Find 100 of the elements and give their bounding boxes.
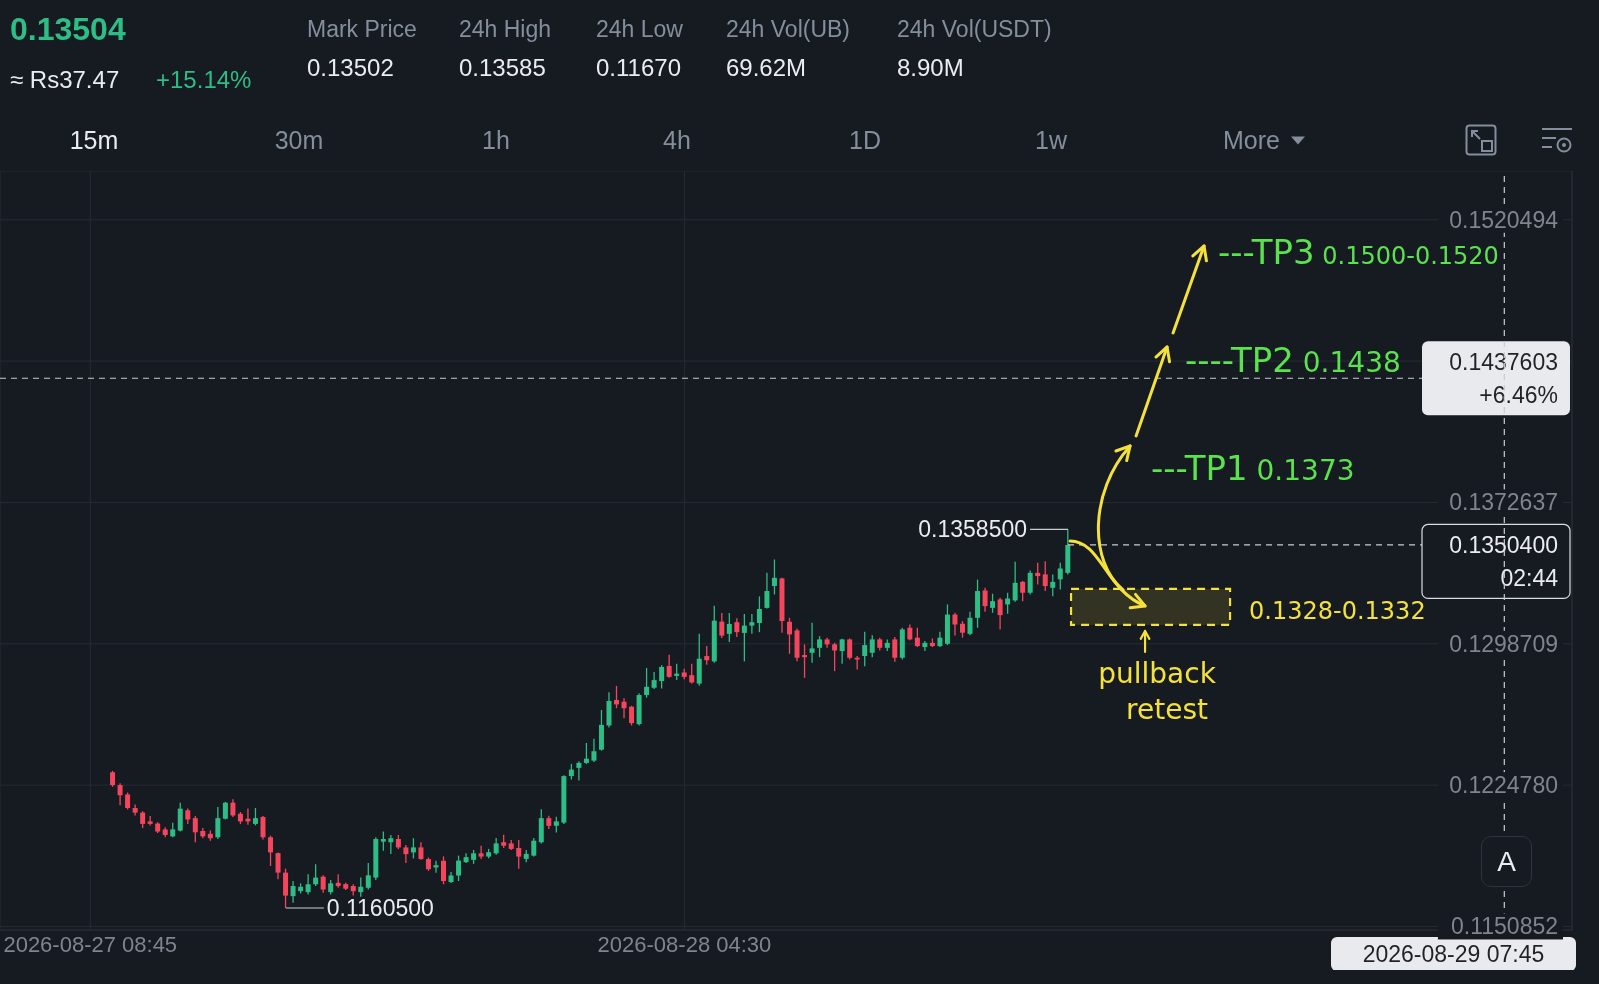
candlestick [268, 834, 274, 867]
text: 8.90M [897, 54, 964, 81]
candlestick [817, 635, 823, 658]
candlestick [787, 617, 792, 655]
candlestick [756, 595, 762, 633]
y-tick-label: 0.1372637 [1449, 489, 1558, 516]
x-tick-label: 2026-08-27 08:45 [3, 931, 178, 957]
text: 4h [663, 125, 691, 154]
candlestick [433, 860, 439, 874]
letter-button: A [1481, 836, 1532, 887]
text: 1h [482, 125, 510, 154]
text: 0.11670 [596, 54, 681, 81]
candlestick [771, 558, 777, 596]
candlestick [576, 760, 582, 782]
candlestick [659, 664, 665, 690]
text: 69.62M [726, 54, 807, 81]
text: More [1223, 125, 1280, 154]
candlestick [365, 862, 371, 891]
text: 24h Low [596, 15, 683, 42]
candlestick [305, 873, 311, 896]
text: 0.13504 [10, 11, 126, 47]
y-tick-label: 0.1224780 [1449, 772, 1558, 799]
candlestick [591, 738, 597, 763]
annotation: A [1497, 845, 1516, 877]
text: Mark Price [307, 15, 417, 42]
candlestick [313, 863, 319, 887]
time-tag: 2026-08-29 07:45 [1331, 937, 1576, 970]
text: 1w [1035, 125, 1067, 154]
candlestick [990, 593, 996, 614]
candlestick [614, 685, 620, 709]
candlestick [478, 845, 484, 860]
x-tick-label: 2026-08-28 04:30 [597, 931, 772, 957]
y-tick-label: 0.1150852 [1450, 913, 1558, 940]
candlestick [215, 806, 221, 840]
candlestick [1027, 569, 1033, 596]
candlestick [726, 612, 732, 643]
annotation: ---TP1 0.1373 [1151, 448, 1355, 489]
candlestick [410, 837, 416, 860]
candlestick [952, 612, 958, 637]
annotation: ---TP3 0.1500-0.1520 [1218, 232, 1499, 273]
candlestick [666, 654, 672, 679]
candlestick [1057, 562, 1063, 591]
text: 0.13585 [459, 54, 546, 81]
candlestick [741, 613, 747, 663]
candlestick [260, 815, 266, 841]
candlestick [802, 643, 808, 679]
candlestick [704, 645, 710, 666]
candlestick [967, 611, 973, 636]
candlestick [764, 572, 770, 610]
candlestick [516, 839, 522, 870]
candlestick [997, 597, 1003, 631]
ref-line-label: 0.1350400 02:44 [1449, 531, 1559, 591]
candlestick [583, 742, 589, 765]
candlestick [719, 612, 725, 639]
text: 24h High [459, 15, 552, 42]
y-tick-label: 0.1298709 [1449, 630, 1558, 657]
candlestick [839, 638, 845, 665]
candlestick [290, 880, 296, 904]
text: 30m [274, 125, 324, 154]
annotation: pullback retest [1098, 657, 1217, 727]
candlestick [388, 834, 394, 855]
candlestick [192, 815, 198, 843]
ref-line-label: 2026-08-29 07:45 [1362, 941, 1545, 967]
candlestick [749, 613, 755, 635]
candlestick [982, 587, 988, 613]
candlestick [809, 622, 815, 664]
ref-line-label: 0.1437603 +6.46% [1449, 348, 1558, 408]
annotation: 0.1358500 [918, 516, 1028, 543]
candlestick [689, 663, 695, 685]
candlestick [275, 851, 281, 880]
candlestick [1005, 592, 1011, 615]
y-tick-label: 0.1520494 [1449, 206, 1559, 233]
annotation: ----TP2 0.1438 [1185, 340, 1401, 381]
text: 24h Vol(USDT) [897, 15, 1052, 42]
text: 15m [69, 125, 119, 154]
candlestick [832, 642, 838, 672]
candlestick [621, 697, 627, 719]
price-tag: 0.1350400 02:44 [1421, 523, 1571, 600]
candlestick [914, 627, 920, 648]
text: 0.13502 [307, 54, 394, 81]
price-tag: 0.1437603 +6.46% [1422, 341, 1570, 416]
text: 24h Vol(UB) [726, 15, 851, 42]
text: +15.14% [156, 66, 252, 93]
candlestick [862, 631, 868, 667]
candlestick [1042, 560, 1048, 592]
candlestick [531, 837, 537, 858]
candlestick [403, 844, 409, 864]
candlestick [358, 876, 364, 898]
candlestick [380, 830, 386, 852]
text: 1D [849, 125, 881, 154]
candlestick [847, 637, 853, 661]
candlestick [441, 855, 447, 885]
candlestick [283, 867, 289, 909]
candlestick [456, 854, 462, 882]
candlestick [1012, 561, 1018, 603]
candlestick [629, 705, 635, 727]
candlestick [869, 634, 875, 658]
candlestick [644, 667, 650, 699]
candlestick [892, 636, 898, 663]
candlestick [1035, 562, 1041, 586]
